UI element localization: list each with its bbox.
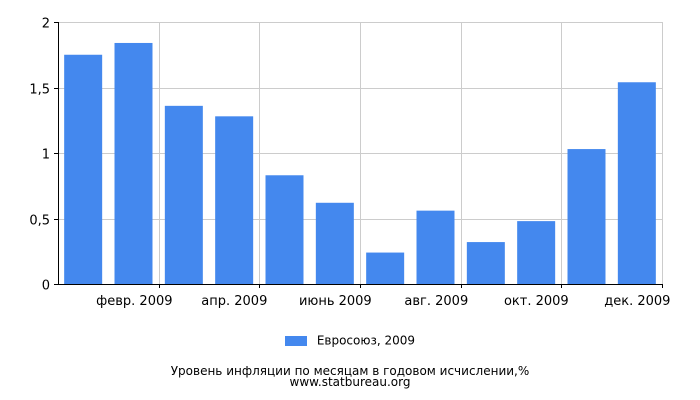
x-tick-label: авг. 2009: [404, 294, 468, 309]
y-tick-label: 0: [42, 279, 50, 294]
y-tick-labels: 0 0,5 1 1,5 2: [29, 17, 50, 294]
bar: [315, 202, 354, 284]
bar-chart: 0 0,5 1 1,5 2 февр. 2009 апр. 2009 июнь 2009 ав…: [29, 17, 670, 310]
x-tick-label: февр. 2009: [96, 294, 172, 309]
bar: [567, 149, 606, 284]
bar: [164, 105, 203, 284]
x-tick-label: окт. 2009: [504, 294, 569, 309]
x-tick-labels: февр. 2009 апр. 2009 июнь 2009 авг. 2009 окт…: [96, 294, 670, 309]
bar: [64, 54, 103, 284]
y-tick-label: 2: [42, 17, 50, 32]
x-tick-label: апр. 2009: [201, 294, 267, 309]
y-tick-label: 0,5: [29, 214, 50, 229]
bar: [114, 42, 153, 285]
bar: [617, 82, 656, 284]
bar: [416, 210, 455, 284]
y-tick-label: 1: [42, 148, 50, 163]
legend-label: Евросоюз, 2009: [316, 333, 416, 348]
x-tick-label: дек. 2009: [604, 294, 670, 309]
grid: [58, 22, 663, 284]
legend: Евросоюз, 2009: [0, 333, 700, 348]
chart-caption: Уровень инфляции по месяцам в годовом ис…: [170, 364, 530, 378]
bar: [466, 242, 505, 284]
x-tick-label: июнь 2009: [299, 294, 372, 309]
bar: [215, 116, 254, 284]
y-tick-label: 1,5: [29, 83, 50, 98]
bar: [265, 175, 304, 284]
bar: [517, 221, 556, 284]
source-url: www.statbureau.org: [289, 375, 411, 389]
axes: [54, 22, 663, 288]
bar: [366, 252, 405, 284]
legend-swatch: [284, 335, 307, 346]
bars: [64, 42, 656, 285]
